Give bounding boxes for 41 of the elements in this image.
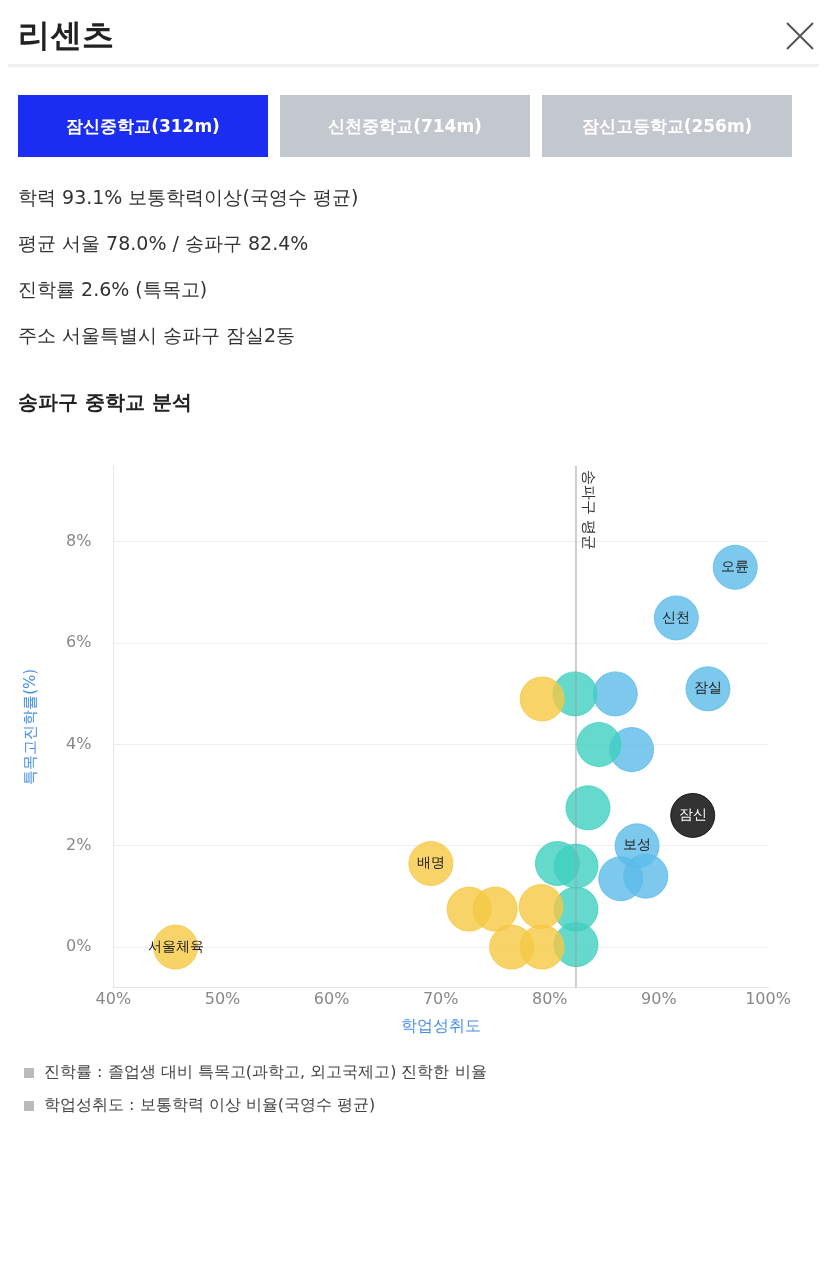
- annotation: 배명: [416, 854, 445, 871]
- text: 신천중학교(714m): [280, 95, 530, 157]
- point: [592, 671, 638, 717]
- annotation: 잠실: [693, 679, 722, 696]
- x-tick-label: 50%: [204, 989, 241, 1009]
- text: 평균 서울 78.0% / 송파구 82.4%: [18, 231, 310, 256]
- y-tick-label: 2%: [65, 834, 92, 854]
- chart-title: 송파구 중학교 분석: [18, 389, 193, 416]
- x-tick-label: 100%: [745, 989, 791, 1009]
- point: [565, 785, 611, 831]
- y-axis-title: 특목고진학률(%): [20, 668, 39, 785]
- text: 잠신중학교(312m): [18, 95, 268, 157]
- annotation: 보성: [623, 836, 652, 853]
- text: 잠신고등학교(256m): [542, 95, 792, 157]
- annotation: 잠신: [678, 806, 707, 823]
- text: 주소 서울특별시 송파구 잠실2동: [18, 323, 297, 348]
- x-tick-label: 80%: [532, 989, 568, 1009]
- point: [623, 853, 669, 899]
- ref-line-label: 송파구 평균: [579, 470, 598, 550]
- point: [519, 924, 565, 970]
- y-tick-label: 8%: [65, 531, 92, 551]
- x-tick-label: 90%: [641, 989, 677, 1009]
- point: [553, 843, 599, 889]
- x-tick-label: 60%: [313, 989, 350, 1009]
- point: [519, 676, 565, 722]
- text: 리센츠: [17, 15, 114, 56]
- y-tick-label: 4%: [65, 733, 92, 753]
- annotation: 신천: [662, 608, 691, 625]
- text: 학력 93.1% 보통학력이상(국영수 평균): [18, 185, 360, 210]
- annotation: 오륜: [721, 557, 750, 574]
- x-tick-label: 70%: [422, 989, 459, 1009]
- point: [472, 886, 518, 932]
- y-tick-label: 6%: [65, 632, 92, 652]
- y-tick-label: 0%: [65, 936, 92, 956]
- x-tick-label: 40%: [95, 989, 132, 1009]
- text: 진학률 : 졸업생 대비 특목고(과학고, 외고국제고) 진학한 비율: [44, 1062, 487, 1083]
- text: 학업성취도 : 보통학력 이상 비율(국영수 평균): [44, 1095, 376, 1116]
- point: [518, 884, 564, 930]
- text: 진학률 2.6% (특목고): [18, 277, 209, 302]
- point: [576, 722, 622, 768]
- x-axis-title: 학업성취도: [400, 1015, 481, 1035]
